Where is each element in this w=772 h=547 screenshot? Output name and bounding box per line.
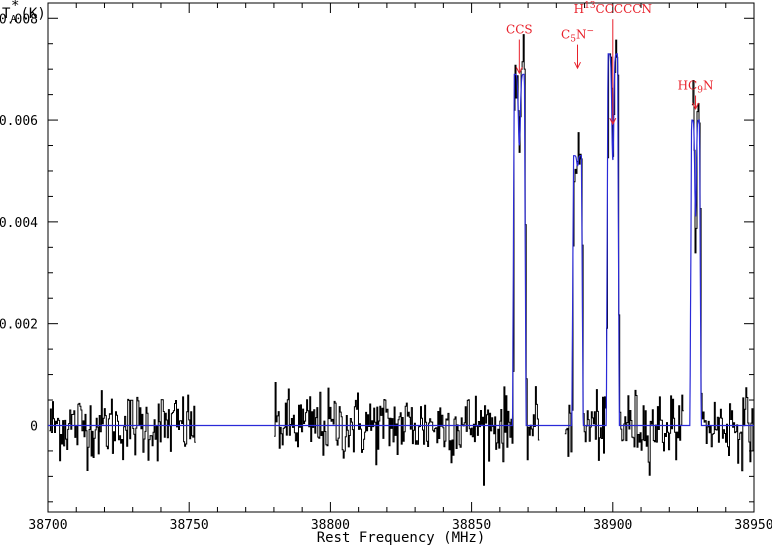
line-label-part: 9 [697,86,703,96]
y-tick-label: 0.006 [0,114,38,129]
y-axis-sub: A [10,14,16,25]
y-tick-label: 0.008 [0,12,38,27]
line-arrow-head [574,61,581,70]
line-annotation: H13CCCCCN [574,1,652,126]
model-fit [48,53,754,427]
x-axis-title: Rest Frequency (MHz) [317,530,486,546]
y-tick-label: 0 [30,419,38,434]
line-label-part: 13 [584,1,596,11]
x-tick-label: 38800 [311,518,350,533]
y-axis-sup: * [11,0,19,14]
line-annotation: C5N− [561,27,594,70]
line-label-part: C [561,28,570,42]
x-tick-label: 38950 [734,518,772,533]
line-arrow-head [515,67,523,75]
line-label: HC9N [678,79,714,96]
observed-spectrum-trace [49,34,754,486]
line-label-part: N [576,28,587,42]
y-axis-symbol: T [2,6,11,22]
x-tick-label: 38900 [593,518,632,533]
line-label: CCS [506,23,533,37]
y-axis-unit: (K) [20,6,45,22]
line-label-part: HC [678,79,698,93]
y-axis-title: TA (K) * [2,0,46,25]
line-arrow-head [692,102,699,111]
line-label-part: − [586,27,594,37]
line-label-part: N [703,79,714,93]
axis-tick-labels: 38700 38750 38800 38850 38900 38950 0 0.002 0.00… [0,12,772,533]
observed-spectrum [49,34,754,486]
line-label: H13CCCCCN [574,1,652,16]
x-tick-label: 38850 [452,518,491,533]
x-tick-label: 38700 [28,518,67,533]
line-label-part: 5 [570,35,576,45]
x-tick-label: 38750 [170,518,209,533]
line-label-part: H [574,2,584,16]
line-label: C5N− [561,27,594,45]
y-tick-label: 0.002 [0,318,38,333]
model-fit-curve [48,53,754,427]
y-tick-label: 0.004 [0,216,38,231]
svg-text:TA(K): TA (K) [2,6,46,25]
line-label-part: CCCCCN [596,2,652,16]
line-label-part: CCS [506,23,533,37]
line-annotation: CCS [506,23,533,75]
line-annotation: HC9N [678,79,714,111]
line-arrow-head [609,117,617,126]
plot-frame [47,2,755,513]
